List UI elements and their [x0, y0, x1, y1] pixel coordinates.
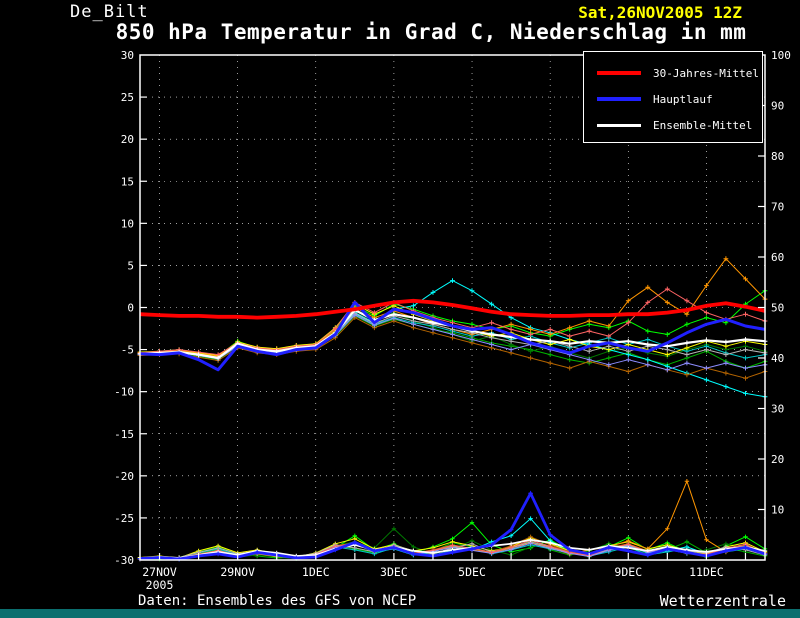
data-source-label: Daten: Ensembles des GFS von NCEP — [138, 593, 417, 609]
svg-text:29NOV: 29NOV — [220, 565, 255, 579]
svg-text:2005: 2005 — [146, 578, 174, 592]
run-datetime-label: Sat,26NOV2005 12Z — [578, 3, 742, 22]
svg-text:1DEC: 1DEC — [302, 565, 330, 579]
bottom-teal-bar — [0, 609, 800, 618]
svg-text:30: 30 — [121, 49, 134, 62]
svg-text:7DEC: 7DEC — [536, 565, 564, 579]
legend-label-main-run: Hauptlauf — [653, 92, 713, 106]
svg-text:60: 60 — [771, 251, 784, 264]
svg-text:80: 80 — [771, 150, 784, 163]
svg-text:10: 10 — [121, 217, 134, 230]
svg-text:90: 90 — [771, 100, 784, 113]
legend-row-main-run: Hauptlauf — [584, 86, 762, 112]
legend-label-ensemble-mean: Ensemble-Mittel — [653, 118, 753, 132]
svg-text:3DEC: 3DEC — [380, 565, 408, 579]
svg-text:-20: -20 — [114, 470, 134, 483]
temperature-series — [137, 256, 768, 400]
svg-text:-10: -10 — [114, 386, 134, 399]
svg-text:40: 40 — [771, 352, 784, 365]
station-label: De_Bilt — [70, 2, 149, 22]
svg-text:0: 0 — [127, 302, 134, 315]
svg-text:-5: -5 — [121, 344, 134, 357]
svg-text:70: 70 — [771, 201, 784, 214]
svg-text:15: 15 — [121, 175, 134, 188]
precipitation-series — [137, 479, 768, 562]
chart-title: 850 hPa Temperatur in Grad C, Niederschl… — [115, 20, 747, 44]
svg-text:-15: -15 — [114, 428, 134, 441]
legend-row-climate-mean: 30-Jahres-Mittel — [584, 60, 762, 86]
svg-text:27NOV: 27NOV — [142, 565, 177, 579]
svg-text:5DEC: 5DEC — [458, 565, 486, 579]
svg-text:-25: -25 — [114, 512, 134, 525]
axis-labels: 302520151050-5-10-15-20-25-3010090807060… — [114, 49, 791, 592]
svg-text:100: 100 — [771, 49, 791, 62]
legend-line-main-run — [597, 97, 641, 101]
axes-frame — [139, 54, 766, 561]
legend-row-ensemble-mean: Ensemble-Mittel — [584, 112, 762, 138]
legend-line-climate-mean — [597, 71, 641, 75]
legend-line-ensemble-mean — [597, 123, 641, 127]
svg-text:-30: -30 — [114, 554, 134, 567]
legend-label-climate-mean: 30-Jahres-Mittel — [653, 66, 759, 80]
svg-text:20: 20 — [771, 453, 784, 466]
svg-text:25: 25 — [121, 91, 134, 104]
svg-text:50: 50 — [771, 302, 784, 315]
svg-text:11DEC: 11DEC — [689, 565, 724, 579]
svg-text:20: 20 — [121, 133, 134, 146]
svg-text:10: 10 — [771, 504, 784, 517]
svg-text:9DEC: 9DEC — [614, 565, 642, 579]
legend-box: 30-Jahres-Mittel Hauptlauf Ensemble-Mitt… — [583, 51, 763, 143]
brand-label: Wetterzentrale — [659, 592, 786, 610]
svg-text:30: 30 — [771, 403, 784, 416]
svg-text:5: 5 — [127, 259, 134, 272]
